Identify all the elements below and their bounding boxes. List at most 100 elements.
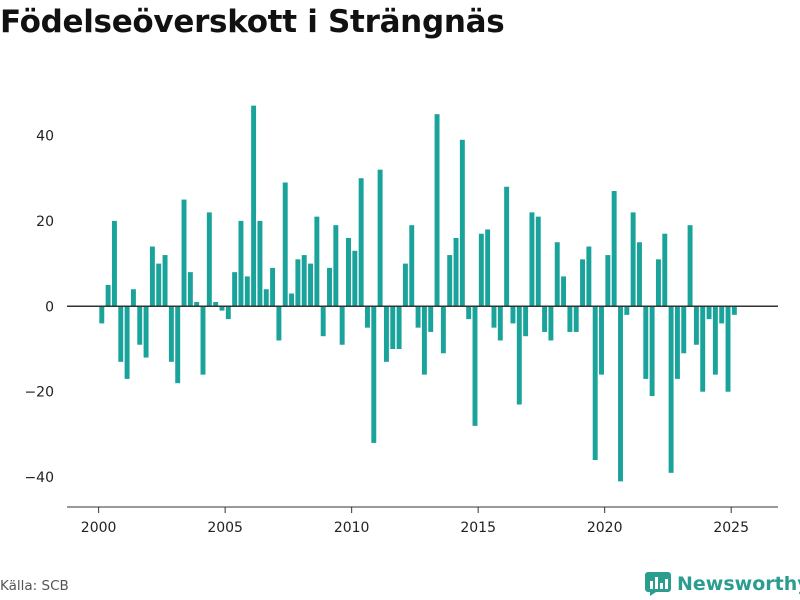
- bar-8: [149, 246, 155, 307]
- bar-60: [478, 233, 484, 307]
- bar-1: [105, 284, 111, 307]
- bar-20: [225, 306, 231, 320]
- bar-61: [485, 229, 491, 307]
- bar-51: [421, 306, 427, 375]
- bar-65: [510, 306, 516, 324]
- bar-35: [320, 306, 326, 337]
- bar-59: [472, 306, 478, 426]
- bar-28: [276, 306, 282, 341]
- x-tick-label-2000: 2000: [81, 520, 117, 536]
- y-tick-label-0: 40: [36, 129, 54, 145]
- bar-81: [611, 191, 617, 307]
- bar-43: [371, 306, 377, 443]
- chart-title: Födelseöverskott i Strängnäs: [0, 4, 505, 40]
- bar-98: [719, 306, 725, 324]
- x-tick-label-2020: 2020: [587, 520, 623, 536]
- bar-99: [725, 306, 731, 392]
- bar-75: [573, 306, 579, 332]
- bar-70: [542, 306, 548, 332]
- x-tick-label-2010: 2010: [334, 520, 370, 536]
- bar-64: [504, 186, 510, 307]
- bar-6: [137, 306, 143, 345]
- bar-87: [649, 306, 655, 396]
- bar-54: [440, 306, 446, 354]
- bar-93: [687, 225, 693, 307]
- bar-66: [516, 306, 522, 405]
- bar-71: [548, 306, 554, 341]
- bar-63: [497, 306, 503, 341]
- bar-21: [232, 272, 238, 307]
- bar-80: [605, 255, 611, 307]
- bar-83: [624, 306, 630, 315]
- bar-96: [706, 306, 712, 320]
- source-note: Källa: SCB: [0, 578, 69, 594]
- bar-12: [175, 306, 181, 384]
- bar-2: [111, 220, 117, 307]
- bar-30: [289, 293, 295, 307]
- y-tick-label-1: 20: [36, 214, 54, 230]
- bar-40: [352, 250, 358, 307]
- bar-77: [586, 246, 592, 307]
- bar-0: [99, 306, 105, 324]
- bar-94: [693, 306, 699, 345]
- bar-74: [567, 306, 573, 332]
- bar-45: [383, 306, 389, 362]
- x-tick-label-2025: 2025: [713, 520, 749, 536]
- bar-9: [156, 263, 162, 307]
- bar-29: [282, 182, 288, 307]
- bar-23: [244, 276, 250, 307]
- bar-5: [130, 289, 136, 307]
- bar-47: [396, 306, 402, 350]
- bar-92: [681, 306, 687, 354]
- bar-62: [491, 306, 497, 328]
- bar-82: [618, 306, 623, 482]
- bar-84: [630, 212, 636, 307]
- bar-4: [124, 306, 130, 379]
- bar-46: [390, 306, 396, 350]
- bar-3: [118, 306, 124, 362]
- bar-57: [459, 139, 465, 307]
- bar-37: [333, 225, 339, 307]
- bar-68: [529, 212, 535, 307]
- bar-34: [314, 216, 320, 307]
- bar-85: [637, 242, 642, 307]
- bar-24: [251, 105, 257, 307]
- bar-55: [447, 255, 453, 307]
- bars-group: [99, 105, 737, 482]
- bar-39: [346, 237, 351, 307]
- bar-67: [523, 306, 529, 337]
- bar-33: [308, 263, 314, 307]
- bar-86: [643, 306, 649, 379]
- bar-15: [194, 302, 200, 307]
- bar-91: [674, 306, 680, 379]
- bar-38: [339, 306, 345, 345]
- bar-41: [358, 178, 364, 307]
- bar-90: [668, 306, 674, 473]
- x-axis-ticks: 2000 2005 2010 2015 2020 2025: [81, 507, 749, 536]
- brand-logo: Newsworthy: [645, 568, 800, 600]
- bar-18: [213, 302, 219, 307]
- bar-53: [434, 114, 440, 307]
- bar-76: [580, 259, 586, 307]
- bar-chart-logo-icon: [645, 568, 671, 600]
- bar-48: [402, 263, 408, 307]
- bar-22: [238, 220, 244, 307]
- bar-50: [415, 306, 421, 328]
- bar-11: [168, 306, 174, 362]
- y-axis-ticks: 40 20 0 −20 −40: [24, 129, 54, 487]
- bar-17: [206, 212, 212, 307]
- x-tick-label-2005: 2005: [207, 520, 243, 536]
- bar-19: [219, 306, 225, 311]
- bar-27: [270, 267, 276, 307]
- y-tick-label-2: 0: [45, 299, 54, 315]
- bar-26: [263, 289, 269, 307]
- bar-100: [731, 306, 737, 315]
- x-tick-label-2015: 2015: [460, 520, 496, 536]
- bar-16: [200, 306, 206, 375]
- bar-13: [181, 199, 187, 307]
- bar-72: [554, 242, 560, 307]
- bar-44: [377, 169, 383, 307]
- brand-name: Newsworthy: [677, 573, 800, 595]
- bar-32: [301, 255, 307, 307]
